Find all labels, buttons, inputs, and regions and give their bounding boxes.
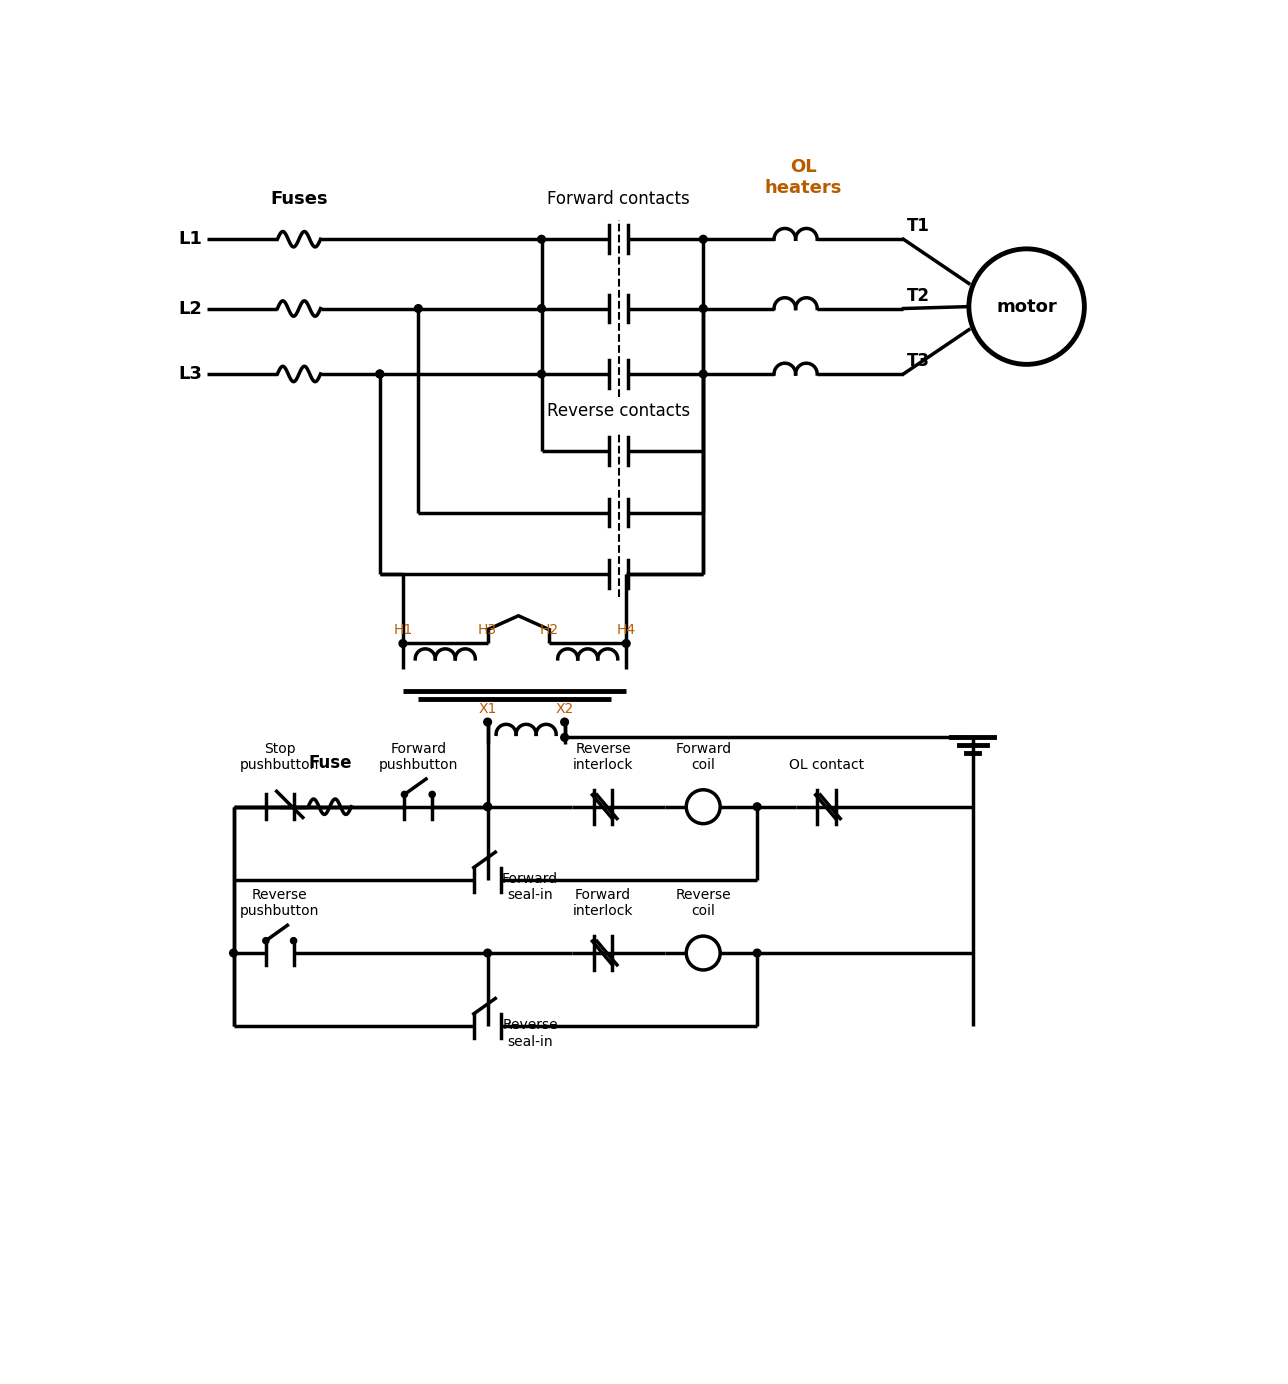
Circle shape [537,304,545,313]
Circle shape [376,370,384,378]
Text: Forward
seal-in: Forward seal-in [502,872,558,902]
Circle shape [484,718,492,725]
Circle shape [537,235,545,244]
Text: T1: T1 [907,217,930,235]
Text: L1: L1 [179,230,202,248]
Text: Forward
coil: Forward coil [675,742,732,772]
Text: H1: H1 [393,623,412,637]
Text: Fuse: Fuse [308,754,352,772]
Text: Reverse
interlock: Reverse interlock [573,742,634,772]
Circle shape [399,639,407,648]
Text: X2: X2 [555,702,573,716]
Circle shape [753,803,761,811]
Text: motor: motor [996,298,1057,316]
Text: H3: H3 [478,623,497,637]
Text: L2: L2 [179,299,202,317]
Text: OL
heaters: OL heaters [765,158,842,197]
Circle shape [699,235,707,244]
Circle shape [484,949,492,956]
Circle shape [699,370,707,378]
Circle shape [484,803,492,811]
Text: Reverse
coil: Reverse coil [675,889,732,919]
Text: OL contact: OL contact [788,758,864,772]
Text: T2: T2 [907,286,930,304]
Circle shape [263,937,269,944]
Circle shape [484,803,492,811]
Text: Reverse
pushbutton: Reverse pushbutton [240,889,319,919]
Circle shape [537,370,545,378]
Text: Forward
pushbutton: Forward pushbutton [379,742,459,772]
Circle shape [402,792,407,797]
Text: X1: X1 [478,702,497,716]
Circle shape [429,792,435,797]
Text: T3: T3 [907,352,930,370]
Text: Forward contacts: Forward contacts [547,191,690,209]
Text: Reverse
seal-in: Reverse seal-in [502,1019,558,1049]
Text: Forward
interlock: Forward interlock [573,889,634,919]
Text: H4: H4 [617,623,636,637]
Circle shape [291,937,296,944]
Text: L3: L3 [179,365,202,383]
Circle shape [622,639,630,648]
Text: Fuses: Fuses [270,191,327,209]
Circle shape [415,304,422,313]
Circle shape [560,734,568,742]
Text: H2: H2 [540,623,559,637]
Circle shape [560,718,568,725]
Text: Reverse contacts: Reverse contacts [547,403,690,421]
Circle shape [376,370,384,378]
Circle shape [753,949,761,956]
Circle shape [699,304,707,313]
Circle shape [229,949,237,956]
Text: Stop
pushbutton: Stop pushbutton [240,742,319,772]
